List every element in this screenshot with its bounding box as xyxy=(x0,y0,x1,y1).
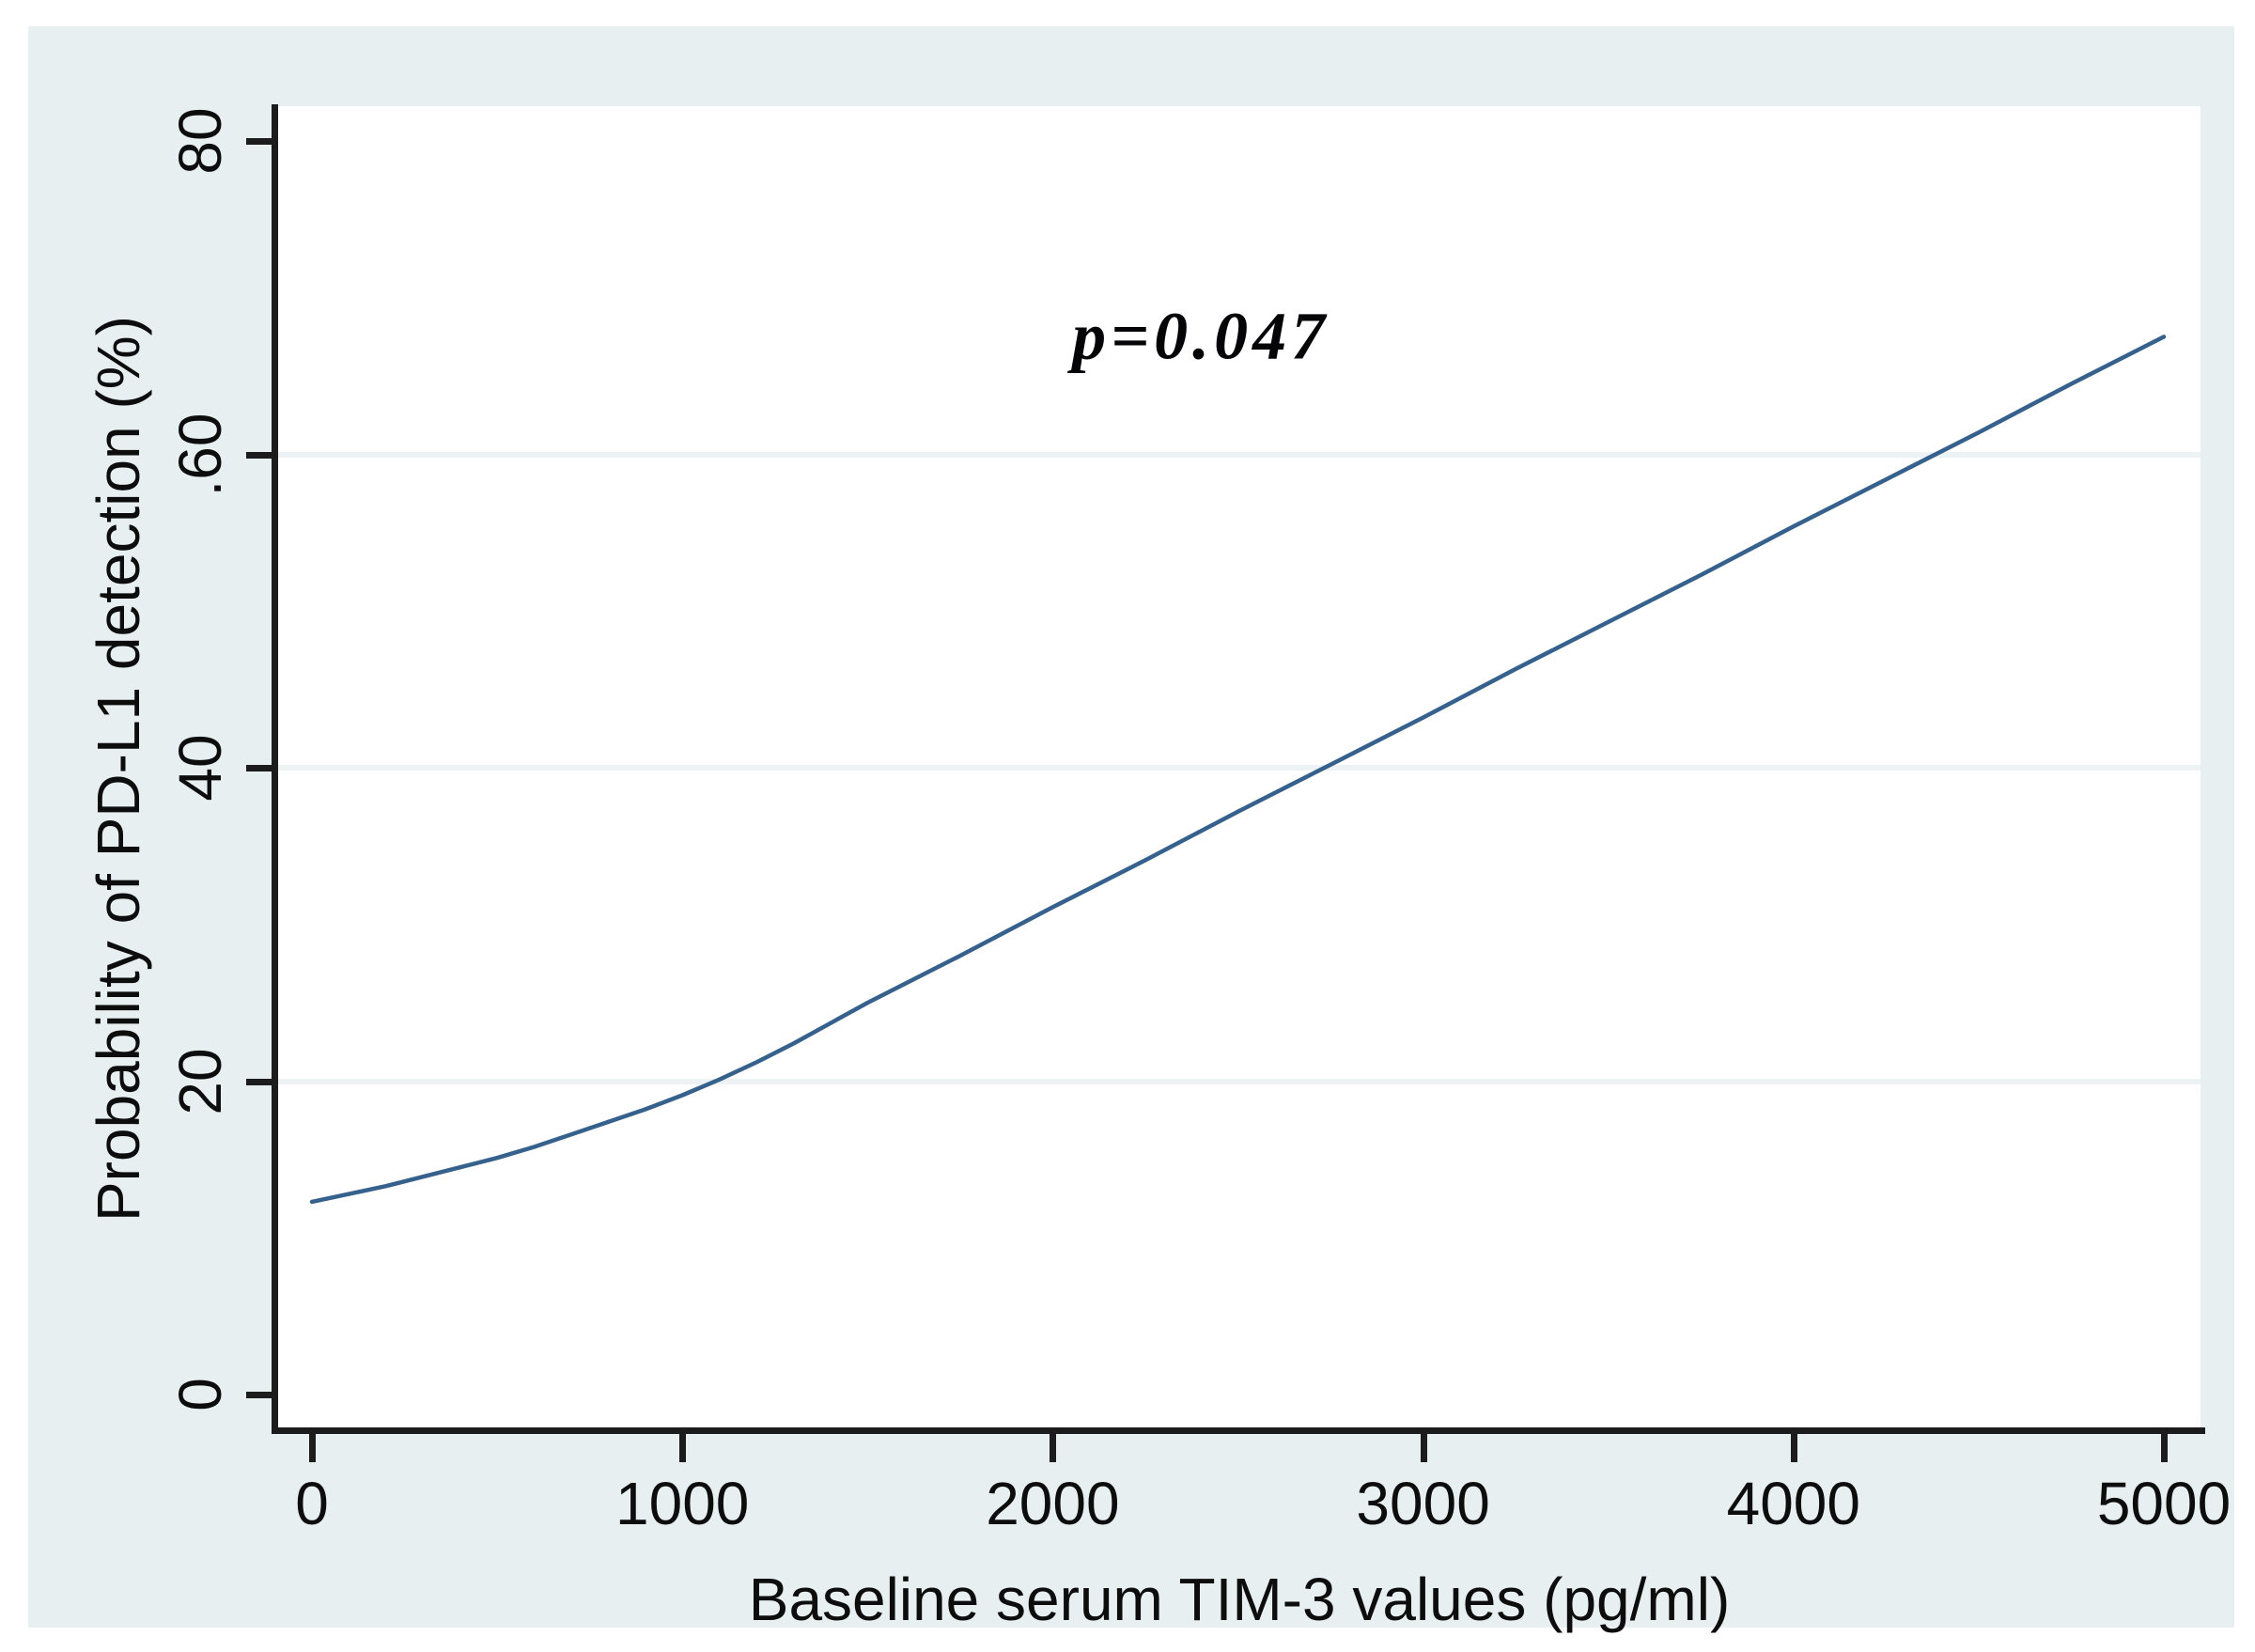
y-tick-label: .60 xyxy=(166,413,234,496)
y-tick xyxy=(246,1078,274,1085)
x-tick xyxy=(1050,1433,1057,1462)
y-tick xyxy=(246,765,274,771)
x-tick xyxy=(309,1433,316,1462)
y-tick xyxy=(246,1392,274,1398)
y-axis-title: Probability of PD-L1 detection (%) xyxy=(85,316,152,1222)
x-axis-title: Baseline serum TIM-3 values (pg/ml) xyxy=(748,1566,1731,1633)
probability-curve-svg xyxy=(309,335,2167,1205)
x-tick xyxy=(679,1433,687,1462)
p-value-annotation: p=0.047 xyxy=(1072,298,1330,374)
gridline-y-60 xyxy=(277,451,2201,458)
x-tick-label: 3000 xyxy=(1356,1470,1490,1537)
y-tick-label: 40 xyxy=(166,734,234,802)
x-tick-label: 5000 xyxy=(2096,1470,2232,1537)
x-tick xyxy=(1790,1433,1797,1462)
plot-area xyxy=(277,106,2201,1430)
y-tick xyxy=(246,451,274,459)
y-axis-line xyxy=(272,104,278,1434)
chart-panel: 0 20 40 .60 80 0 1000 2000 3000 4000 5000 Probabi… xyxy=(28,26,2234,1633)
x-tick xyxy=(2161,1433,2168,1462)
x-tick-label: 4000 xyxy=(1726,1470,1860,1537)
gridline-y-40 xyxy=(277,765,2201,771)
gridline-y-20 xyxy=(277,1078,2201,1084)
x-tick-label: 0 xyxy=(295,1470,329,1537)
x-tick-label: 2000 xyxy=(986,1470,1120,1537)
x-tick-label: 1000 xyxy=(615,1470,750,1537)
y-tick-label: 0 xyxy=(166,1378,234,1411)
x-tick xyxy=(1420,1433,1427,1462)
probability-curve xyxy=(309,335,2167,1205)
y-tick-label: 20 xyxy=(166,1047,234,1115)
y-tick xyxy=(246,138,274,145)
y-tick-label: 80 xyxy=(166,107,234,175)
x-axis-line xyxy=(272,1427,2205,1434)
